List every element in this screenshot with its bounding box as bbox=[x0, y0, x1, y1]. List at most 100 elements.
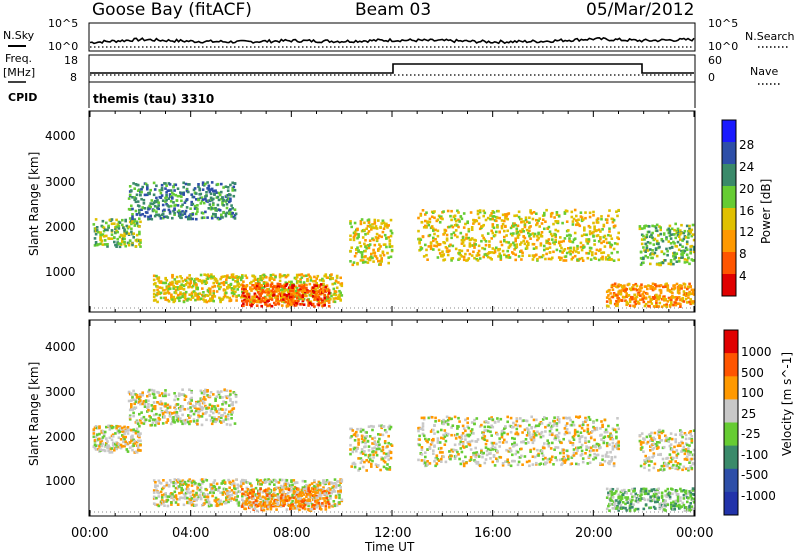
echo-cell bbox=[460, 450, 464, 454]
echo-cell bbox=[585, 233, 588, 237]
echo-cell bbox=[691, 290, 695, 293]
echo-cell bbox=[110, 438, 114, 442]
scatter-band bbox=[241, 487, 331, 513]
echo-cell bbox=[688, 227, 691, 231]
echo-cell bbox=[688, 290, 691, 294]
echo-cell bbox=[195, 498, 198, 502]
echo-cell bbox=[173, 278, 177, 281]
echo-cell bbox=[215, 482, 219, 486]
echo-cell bbox=[419, 238, 423, 241]
echo-cell bbox=[259, 294, 262, 298]
echo-cell bbox=[250, 484, 253, 487]
echo-cell bbox=[668, 289, 672, 292]
echo-cell bbox=[302, 274, 306, 278]
echo-cell bbox=[99, 443, 102, 446]
echo-cell bbox=[372, 238, 375, 242]
echo-cell bbox=[317, 495, 321, 498]
echo-cell bbox=[359, 259, 363, 262]
echo-cell bbox=[274, 501, 277, 505]
echo-cell bbox=[375, 453, 379, 457]
echo-cell bbox=[533, 232, 537, 236]
echo-cell bbox=[199, 273, 203, 277]
echo-cell bbox=[270, 480, 274, 484]
echo-cell bbox=[197, 400, 200, 404]
echo-cell bbox=[251, 287, 254, 291]
echo-cell bbox=[159, 296, 163, 300]
echo-cell bbox=[450, 259, 453, 262]
echo-cell bbox=[262, 273, 266, 277]
echo-cell bbox=[646, 292, 649, 296]
echo-cell bbox=[125, 230, 129, 234]
echo-cell bbox=[123, 425, 126, 429]
echo-cell bbox=[246, 292, 250, 296]
echo-cell bbox=[436, 229, 440, 233]
echo-cell bbox=[444, 229, 448, 232]
echo-cell bbox=[652, 243, 656, 246]
echo-cell bbox=[576, 221, 579, 225]
echo-cell bbox=[520, 220, 523, 224]
echo-cell bbox=[148, 388, 151, 392]
echo-cell bbox=[174, 286, 178, 289]
echo-cell bbox=[368, 456, 372, 460]
echo-cell bbox=[560, 256, 563, 260]
echo-cell bbox=[316, 298, 320, 301]
echo-cell bbox=[571, 240, 575, 244]
echo-cell bbox=[174, 494, 178, 497]
echo-cell bbox=[270, 282, 274, 286]
echo-cell bbox=[488, 251, 491, 254]
echo-cell bbox=[123, 444, 126, 448]
echo-cell bbox=[360, 437, 364, 441]
echo-cell bbox=[365, 431, 368, 434]
echo-cell bbox=[327, 506, 331, 509]
echo-cell bbox=[360, 450, 364, 454]
echo-cell bbox=[136, 446, 140, 449]
echo-cell bbox=[202, 201, 206, 205]
echo-cell bbox=[470, 228, 474, 231]
echo-cell bbox=[573, 254, 577, 258]
echo-cell bbox=[125, 448, 129, 451]
echo-cell bbox=[146, 394, 149, 398]
echo-cell bbox=[283, 293, 286, 296]
echo-cell bbox=[322, 479, 325, 482]
echo-cell bbox=[681, 297, 684, 300]
echo-cell bbox=[217, 391, 221, 394]
echo-cell bbox=[640, 242, 644, 246]
echo-cell bbox=[503, 239, 506, 243]
echo-cell bbox=[422, 416, 426, 420]
echo-cell bbox=[211, 296, 214, 299]
echo-cell bbox=[245, 290, 249, 293]
echo-cell bbox=[353, 230, 357, 234]
echo-cell bbox=[603, 234, 607, 238]
echo-cell bbox=[247, 294, 251, 297]
echo-cell bbox=[147, 217, 150, 221]
echo-cell bbox=[462, 462, 466, 466]
echo-cell bbox=[212, 293, 215, 297]
echo-cell bbox=[570, 258, 574, 261]
echo-cell bbox=[251, 495, 254, 498]
echo-cell bbox=[467, 426, 471, 430]
echo-cell bbox=[501, 249, 505, 253]
echo-cell bbox=[209, 290, 212, 293]
echo-cell bbox=[200, 415, 204, 418]
echo-cell bbox=[557, 241, 561, 245]
echo-cell bbox=[218, 287, 221, 291]
echo-cell bbox=[210, 216, 214, 220]
echo-cell bbox=[214, 397, 217, 400]
echo-cell bbox=[429, 245, 433, 248]
echo-cell bbox=[265, 297, 268, 301]
echo-cell bbox=[130, 399, 133, 402]
echo-cell bbox=[276, 294, 280, 298]
echo-cell bbox=[377, 219, 380, 222]
echo-cell bbox=[460, 437, 464, 440]
echo-cell bbox=[303, 485, 307, 488]
echo-cell bbox=[277, 495, 281, 499]
echo-cell bbox=[488, 245, 491, 248]
echo-cell bbox=[216, 182, 220, 186]
echo-cell bbox=[242, 291, 245, 295]
echo-cell bbox=[612, 292, 616, 295]
echo-cell bbox=[314, 491, 317, 495]
echo-cell bbox=[267, 505, 270, 509]
echo-cell bbox=[539, 233, 543, 237]
echo-cell bbox=[199, 497, 203, 501]
echo-cell bbox=[189, 479, 193, 483]
